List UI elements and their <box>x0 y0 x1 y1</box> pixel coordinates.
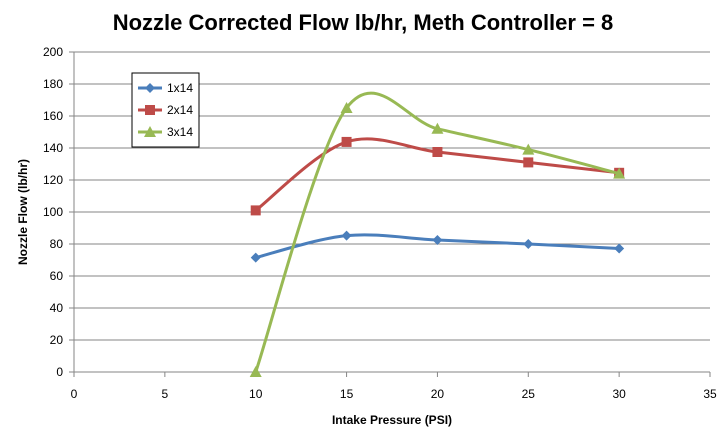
x-tick-label: 15 <box>340 387 354 401</box>
y-tick-label: 120 <box>43 173 63 187</box>
legend: 1x14 2x14 3x14 <box>131 72 200 148</box>
y-tick-label: 200 <box>43 45 63 59</box>
y-tick-label: 20 <box>50 333 64 347</box>
y-tick-label: 0 <box>56 365 63 379</box>
data-point <box>341 136 352 147</box>
x-axis-title: Intake Pressure (PSI) <box>332 413 452 427</box>
data-point <box>432 147 443 157</box>
x-tick-label: 10 <box>249 387 263 401</box>
tick-labels: 0 20 40 60 80 100 120 140 160 180 200 0 5 10 15 20 25 30 3… <box>43 45 717 401</box>
x-tick-label: 5 <box>162 387 169 401</box>
legend-label: 3x14 <box>167 125 193 139</box>
data-point <box>613 167 626 179</box>
data-point <box>614 243 625 254</box>
y-tick-label: 80 <box>50 237 64 251</box>
series-3x14 <box>249 91 626 377</box>
x-tick-label: 25 <box>522 387 536 401</box>
y-tick-label: 60 <box>50 269 64 283</box>
legend-marker <box>145 83 155 93</box>
legend-marker <box>145 105 155 115</box>
gridlines <box>74 51 710 341</box>
legend-marker <box>144 126 156 137</box>
data-point <box>523 157 534 168</box>
legend-item-1x14: 1x14 <box>138 81 193 95</box>
x-tick-label: 20 <box>431 387 445 401</box>
chart-title: Nozzle Corrected Flow lb/hr, Meth Contro… <box>113 10 614 35</box>
y-tick-label: 160 <box>43 109 63 123</box>
series-1x14 <box>250 230 625 263</box>
data-point <box>523 239 534 249</box>
legend-label: 2x14 <box>167 103 193 117</box>
legend-item-2x14: 2x14 <box>138 103 193 117</box>
data-point <box>341 230 352 241</box>
legend-item-3x14: 3x14 <box>138 125 193 139</box>
data-point <box>432 235 443 245</box>
y-tick-label: 100 <box>43 205 63 219</box>
y-tick-label: 140 <box>43 141 63 155</box>
data-point <box>522 143 535 155</box>
x-tick-label: 35 <box>703 387 717 401</box>
data-point <box>249 366 262 377</box>
data-point <box>340 102 353 113</box>
y-tick-label: 40 <box>50 301 64 315</box>
y-tick-label: 180 <box>43 77 63 91</box>
series-line <box>254 91 620 373</box>
series-group <box>249 91 626 377</box>
legend-label: 1x14 <box>167 81 193 95</box>
x-tick-label: 30 <box>612 387 626 401</box>
data-point <box>250 252 261 263</box>
data-point <box>250 205 261 216</box>
x-tick-label: 0 <box>71 387 78 401</box>
data-point <box>431 122 444 134</box>
y-axis-title: Nozzle Flow (lb/hr) <box>16 159 30 265</box>
